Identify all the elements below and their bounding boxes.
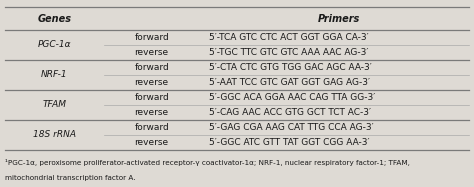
Text: 5′-CAG AAC ACC GTG GCT TCT AC-3′: 5′-CAG AAC ACC GTG GCT TCT AC-3′ [209, 108, 371, 117]
Text: NRF-1: NRF-1 [41, 70, 68, 79]
Text: TFAM: TFAM [43, 100, 66, 109]
Text: reverse: reverse [135, 78, 169, 87]
Text: ¹PGC-1α, peroxisome proliferator-activated receptor-γ coactivator-1α; NRF-1, nuc: ¹PGC-1α, peroxisome proliferator-activat… [5, 159, 410, 166]
Text: forward: forward [134, 93, 169, 102]
Text: forward: forward [134, 33, 169, 42]
Text: forward: forward [134, 63, 169, 72]
Text: 5′-CTA CTC GTG TGG GAC AGC AA-3′: 5′-CTA CTC GTG TGG GAC AGC AA-3′ [209, 63, 371, 72]
Text: 5′-GAG CGA AAG CAT TTG CCA AG-3′: 5′-GAG CGA AAG CAT TTG CCA AG-3′ [209, 123, 373, 132]
Text: 5′-AAT TCC GTC GAT GGT GAG AG-3′: 5′-AAT TCC GTC GAT GGT GAG AG-3′ [209, 78, 370, 87]
Text: reverse: reverse [135, 48, 169, 57]
Text: mitochondrial transcription factor A.: mitochondrial transcription factor A. [5, 175, 135, 181]
Text: reverse: reverse [135, 108, 169, 117]
Text: PGC-1α: PGC-1α [38, 40, 71, 49]
Text: reverse: reverse [135, 138, 169, 147]
Text: forward: forward [134, 123, 169, 132]
Text: 5′-GGC ATC GTT TAT GGT CGG AA-3′: 5′-GGC ATC GTT TAT GGT CGG AA-3′ [209, 138, 369, 147]
Text: 5′-TGC TTC GTC GTC AAA AAC AG-3′: 5′-TGC TTC GTC GTC AAA AAC AG-3′ [209, 48, 368, 57]
Text: Primers: Primers [318, 14, 360, 24]
Text: 18S rRNA: 18S rRNA [33, 130, 76, 139]
Text: 5′-TCA GTC CTC ACT GGT GGA CA-3′: 5′-TCA GTC CTC ACT GGT GGA CA-3′ [209, 33, 368, 42]
Text: 5′-GGC ACA GGA AAC CAG TTA GG-3′: 5′-GGC ACA GGA AAC CAG TTA GG-3′ [209, 93, 375, 102]
Text: Genes: Genes [37, 14, 72, 24]
